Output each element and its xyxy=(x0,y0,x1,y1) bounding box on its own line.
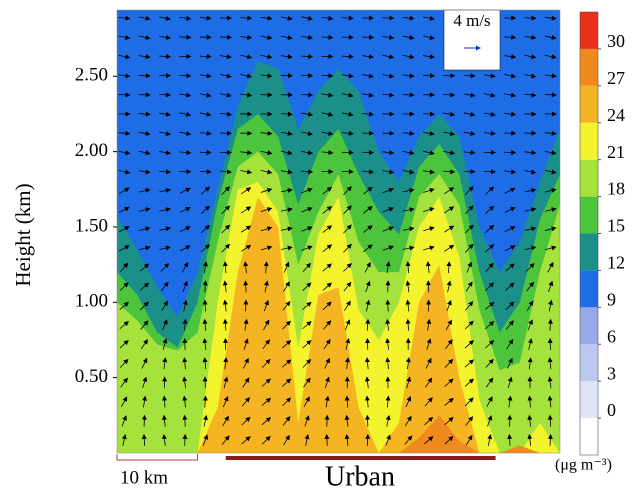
wind-arrow xyxy=(362,37,373,38)
colorbar-unit: (μg m⁻³) xyxy=(555,457,612,474)
colorbar-tick-label: 21 xyxy=(607,142,625,162)
colorbar-band xyxy=(580,418,598,455)
colorbar-tick-label: 30 xyxy=(607,31,625,51)
colorbar-band xyxy=(580,344,598,381)
colorbar-tick-label: 12 xyxy=(607,253,625,273)
colorbar-band xyxy=(580,197,598,234)
wind-arrow xyxy=(220,37,231,38)
colorbar-tick-label: 9 xyxy=(607,289,616,309)
colorbar-tick-label: 24 xyxy=(607,105,625,125)
scalebar xyxy=(117,454,198,460)
wind-arrow xyxy=(428,301,429,312)
colorbar-band xyxy=(580,307,598,344)
colorbar-tick-label: 27 xyxy=(607,68,625,88)
colorbar-tick-label: 0 xyxy=(607,400,616,420)
y-axis-label: Height (km) xyxy=(11,183,35,286)
colorbar-band xyxy=(580,234,598,271)
colorbar-band xyxy=(580,123,598,160)
colorbar-band xyxy=(580,270,598,307)
y-tick-label: 1.00 xyxy=(75,291,108,312)
wind-arrow xyxy=(550,416,551,427)
wind-arrow xyxy=(139,75,150,76)
colorbar-tick-label: 6 xyxy=(607,326,616,346)
wind-arrow xyxy=(367,435,368,446)
y-tick-label: 2.00 xyxy=(75,140,108,161)
wind-arrow xyxy=(504,37,515,38)
urban-label: Urban xyxy=(325,461,395,492)
wind-key-label: 4 m/s xyxy=(453,11,490,30)
colorbar-band xyxy=(580,381,598,418)
colorbar-band xyxy=(580,160,598,197)
y-tick-label: 1.50 xyxy=(75,215,108,236)
wind-arrow xyxy=(423,75,434,76)
scalebar-label: 10 km xyxy=(120,467,168,488)
colorbar-tick-label: 15 xyxy=(607,216,625,236)
colorbar-band xyxy=(580,49,598,86)
colorbar-tick-label: 3 xyxy=(607,363,616,383)
colorbar-band xyxy=(580,86,598,123)
colorbar-band xyxy=(580,12,598,49)
y-tick-label: 2.50 xyxy=(75,65,108,86)
wind-arrow xyxy=(281,75,292,76)
colorbar-tick-label: 18 xyxy=(607,179,625,199)
y-tick-label: 0.50 xyxy=(75,366,108,387)
